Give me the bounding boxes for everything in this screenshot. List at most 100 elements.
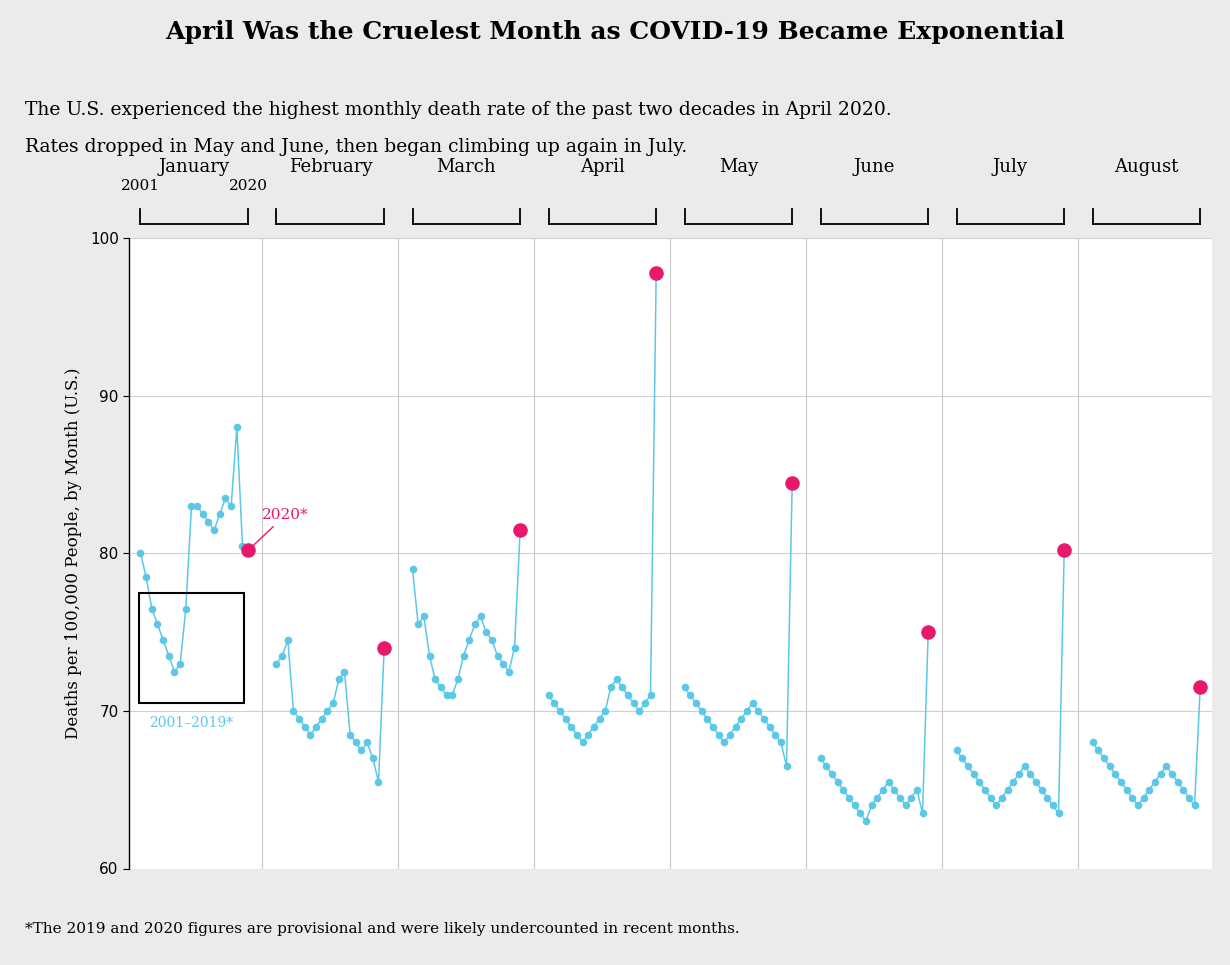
Point [862, 798, 882, 813]
Point [408, 617, 428, 632]
Point [443, 687, 462, 703]
Point [176, 601, 196, 617]
Point [1117, 782, 1137, 797]
Point [1128, 798, 1148, 813]
Point [878, 774, 898, 789]
Point [624, 696, 643, 711]
Point [141, 601, 161, 617]
Point [493, 656, 513, 672]
Text: January: January [159, 157, 230, 176]
Point [289, 711, 309, 727]
Point [884, 782, 904, 797]
Point [323, 696, 343, 711]
Point [895, 798, 915, 813]
Point [1162, 766, 1182, 782]
Point [1106, 766, 1125, 782]
Text: Rates dropped in May and June, then began climbing up again in July.: Rates dropped in May and June, then bega… [25, 138, 686, 156]
Point [760, 719, 780, 734]
Bar [139, 593, 245, 703]
Point [437, 687, 456, 703]
Point [748, 703, 768, 719]
Point [228, 420, 247, 435]
Point [170, 656, 189, 672]
Point [346, 734, 365, 750]
Point [902, 790, 921, 806]
Point [986, 798, 1006, 813]
Point [204, 522, 224, 538]
Text: 2001: 2001 [121, 179, 160, 193]
Text: July: July [993, 157, 1028, 176]
Point [776, 758, 796, 774]
Point [817, 758, 836, 774]
Point [691, 703, 711, 719]
Point [215, 490, 235, 506]
Text: February: February [289, 157, 373, 176]
Point [1004, 774, 1023, 789]
Point [635, 696, 654, 711]
Point [182, 499, 202, 514]
Point [589, 711, 609, 727]
Point [448, 672, 467, 687]
Point [845, 798, 865, 813]
Point [578, 727, 598, 742]
Point [1151, 766, 1171, 782]
Point [680, 687, 700, 703]
Point [1180, 790, 1199, 806]
Point [284, 703, 304, 719]
Point [415, 609, 434, 624]
Text: April: April [579, 157, 625, 176]
Point [239, 542, 258, 558]
Point [1156, 758, 1176, 774]
Point [328, 672, 348, 687]
Point [556, 711, 576, 727]
Point [675, 679, 695, 695]
Point [317, 703, 337, 719]
Point [993, 790, 1012, 806]
Point [476, 624, 496, 640]
Point [613, 679, 632, 695]
Point [969, 774, 989, 789]
Point [363, 751, 383, 766]
Text: April Was the Cruelest Month as COVID-19 Became Exponential: April Was the Cruelest Month as COVID-19… [165, 20, 1065, 44]
Point [419, 648, 439, 664]
Point [1139, 782, 1159, 797]
Point [1111, 774, 1130, 789]
Point [891, 790, 910, 806]
Point [567, 727, 587, 742]
Text: The U.S. experienced the highest monthly death rate of the past two decades in A: The U.S. experienced the highest monthly… [25, 101, 892, 120]
Point [573, 734, 593, 750]
Text: *The 2019 and 2020 figures are provisional and were likely undercounted in recen: *The 2019 and 2020 figures are provision… [25, 922, 739, 936]
Text: August: August [1114, 157, 1178, 176]
Point [499, 664, 519, 679]
Point [1032, 782, 1052, 797]
Point [295, 719, 315, 734]
Point [267, 656, 287, 672]
Point [754, 711, 774, 727]
Point [1184, 798, 1204, 813]
Point [550, 703, 569, 719]
Point [606, 672, 626, 687]
Point [335, 664, 354, 679]
Point [482, 632, 502, 648]
Point [193, 507, 213, 522]
Point [856, 813, 876, 829]
Point [584, 719, 604, 734]
Point [641, 687, 661, 703]
Point [1089, 743, 1108, 758]
Point [947, 743, 967, 758]
Point [697, 711, 717, 727]
Point [1049, 806, 1069, 821]
Point [595, 703, 615, 719]
Point [708, 727, 728, 742]
Point [850, 806, 870, 821]
Point [545, 696, 565, 711]
Text: June: June [854, 157, 895, 176]
Point [617, 687, 637, 703]
Text: 2020*: 2020* [250, 508, 309, 548]
Point [726, 719, 745, 734]
Point [998, 782, 1017, 797]
Point [369, 774, 389, 789]
Point [782, 475, 802, 490]
Point [454, 648, 474, 664]
Point [1015, 758, 1034, 774]
